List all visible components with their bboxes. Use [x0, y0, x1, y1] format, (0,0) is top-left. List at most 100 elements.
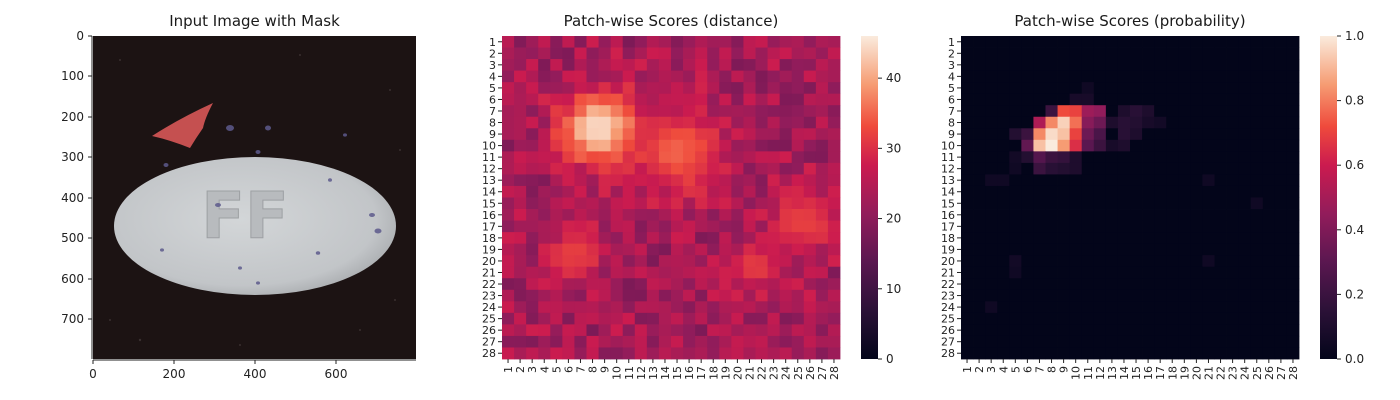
heatmap-cell	[1069, 255, 1083, 268]
row-label: 14	[941, 186, 955, 199]
heatmap-cell	[707, 70, 720, 83]
heatmap-cell	[514, 128, 527, 141]
heatmap-cell	[997, 36, 1010, 48]
heatmap-cell	[658, 174, 672, 187]
heatmap-cell	[767, 312, 781, 325]
heatmap-cell	[1250, 70, 1264, 83]
heatmap-cell	[779, 335, 793, 348]
heatmap-cell	[1178, 185, 1191, 198]
heatmap-cell	[707, 266, 720, 279]
heatmap-cell	[1178, 162, 1191, 175]
heatmap-cell	[961, 151, 974, 164]
heatmap-cell	[767, 289, 781, 302]
heatmap-cell	[973, 324, 986, 337]
heatmap-cell	[538, 243, 551, 256]
heatmap-cell	[622, 289, 636, 302]
heatmap-cell	[574, 335, 587, 348]
heatmap-cell	[1154, 36, 1167, 48]
column-label: 26	[1263, 366, 1276, 380]
heatmap-cell	[1274, 255, 1288, 268]
heatmap-cell	[973, 243, 986, 256]
row-label: 21	[941, 266, 955, 279]
heatmap-cell	[586, 266, 599, 279]
heatmap-cell	[610, 197, 624, 210]
heatmap-cell	[827, 312, 841, 325]
heatmap-cell	[1238, 289, 1252, 302]
heatmap-cell	[646, 289, 660, 302]
colorbar-tick-label: 0.8	[1345, 94, 1364, 108]
heatmap-cell	[973, 116, 986, 129]
heatmap-cell	[610, 70, 624, 83]
heatmap-cell	[1081, 209, 1095, 221]
heatmap-cell	[502, 266, 515, 279]
heatmap-cell	[610, 185, 624, 198]
heatmap-cell	[743, 220, 756, 233]
heatmap-cell	[827, 162, 841, 175]
heatmap-cell	[538, 266, 551, 279]
heatmap-cell	[803, 347, 817, 360]
heatmap-cell	[1033, 301, 1046, 314]
heatmap-cell	[634, 220, 648, 233]
heatmap-cell	[1021, 162, 1034, 175]
heatmap-cell	[1238, 243, 1252, 256]
heatmap-cell	[1202, 162, 1215, 175]
heatmap-cell	[1130, 243, 1143, 256]
heatmap-cell	[683, 82, 696, 95]
heatmap-cell	[1033, 255, 1046, 268]
heatmap-cell	[1250, 36, 1264, 48]
heatmap-cell	[1214, 93, 1227, 106]
heatmap-cell	[622, 36, 636, 48]
colorbar-ticks: 0.00.20.40.60.81.0	[1337, 29, 1364, 366]
heatmap-cell	[550, 347, 563, 360]
heatmap-cell	[622, 324, 636, 337]
heatmap-cell	[1069, 197, 1083, 210]
heatmap-cell	[1069, 266, 1083, 279]
heatmap-cell	[1154, 116, 1167, 129]
heatmap-cell	[622, 197, 636, 210]
heatmap-cell	[586, 36, 599, 48]
heatmap-cell	[1021, 278, 1034, 291]
heatmap-cell	[1057, 289, 1071, 302]
heatmap-cell	[791, 209, 805, 221]
heatmap-cell	[1262, 70, 1276, 83]
heatmap-cell	[1274, 347, 1288, 360]
heatmap-cell	[755, 255, 768, 268]
heatmap-cell	[538, 301, 551, 314]
heatmap-cell	[683, 128, 696, 141]
heatmap-cell	[658, 324, 672, 337]
heatmap-cell	[1214, 289, 1227, 302]
heatmap-cell	[1178, 209, 1191, 221]
heatmap-cell	[634, 82, 648, 95]
heatmap-cell	[562, 335, 575, 348]
heatmap-cell	[961, 255, 974, 268]
heatmap-cell	[719, 255, 732, 268]
heatmap-cell	[985, 255, 998, 268]
heatmap-cell	[1130, 174, 1143, 187]
heatmap-cell	[973, 139, 986, 152]
heatmap-cell	[755, 47, 768, 60]
heatmap-cell	[985, 220, 998, 233]
heatmap-cell	[1130, 255, 1143, 268]
heatmap-cell	[1226, 324, 1240, 337]
heatmap-cell	[1154, 255, 1167, 268]
heatmap-cell	[1238, 93, 1252, 106]
heatmap-cell	[574, 36, 587, 48]
heatmap-cell	[767, 128, 781, 141]
heatmap-cell	[815, 335, 829, 348]
heatmap-cells	[961, 36, 1300, 360]
heatmap-cell	[514, 185, 527, 198]
heatmap-cell	[985, 93, 998, 106]
heatmap-cell	[658, 278, 672, 291]
heatmap-cell	[586, 139, 599, 152]
heatmap-cell	[827, 232, 841, 245]
heatmap-cell	[779, 255, 793, 268]
heatmap-cell	[707, 128, 720, 141]
heatmap-cell	[815, 243, 829, 256]
heatmap-cell	[707, 324, 720, 337]
heatmap-cell	[779, 139, 793, 152]
heatmap-cell	[695, 289, 708, 302]
heatmap-cell	[827, 301, 841, 314]
row-label: 16	[941, 209, 955, 222]
heatmap-cell	[719, 335, 732, 348]
heatmap-cell	[1057, 82, 1071, 95]
